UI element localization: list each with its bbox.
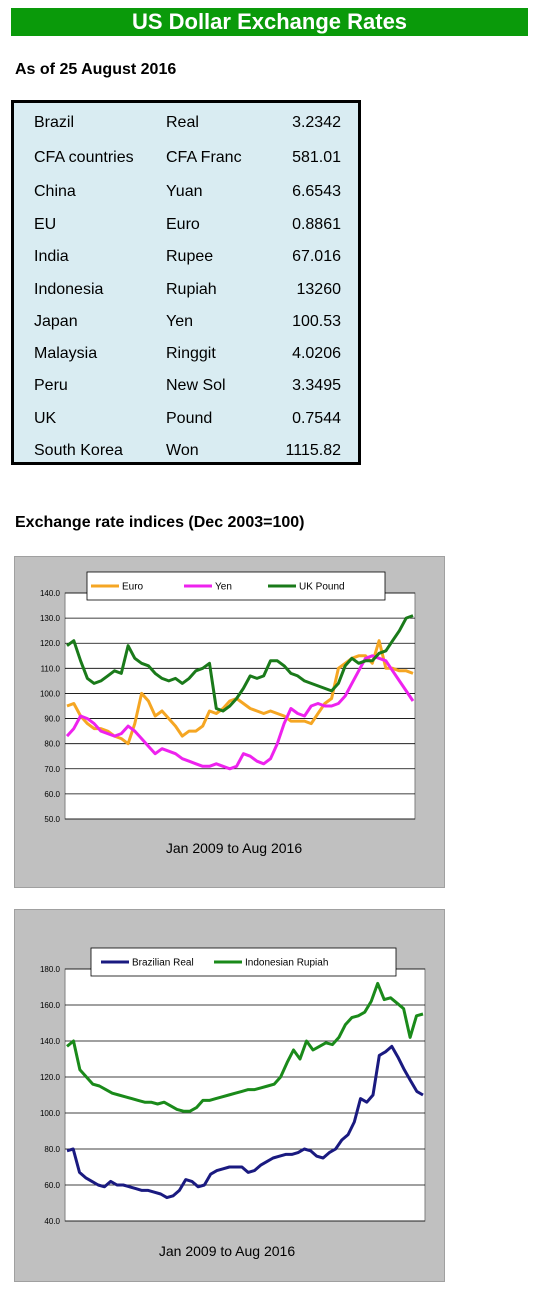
series-line-yen xyxy=(65,654,415,771)
legend-label: UK Pound xyxy=(299,582,345,593)
exchange-rates-table: Brazil Real 3.2342 CFA countries CFA Franc 58… xyxy=(11,100,361,465)
rate-value-cell: 4.0206 xyxy=(292,345,341,362)
country-cell: Brazil xyxy=(34,114,75,131)
chart-real-rupiah: 180.0 160.0 140.0 120.0 100.0 80.0 60.0 40.0 Bra… xyxy=(14,909,445,1282)
currency-cell: Euro xyxy=(166,216,200,233)
chart-euro-yen-pound: 140.0 130.0 120.0 110.0 100.0 90.0 80.0 70.0 60.… xyxy=(14,556,445,888)
y-tick-label: 100.0 xyxy=(40,1109,61,1118)
country-cell: Japan xyxy=(34,313,78,330)
currency-cell: Rupee xyxy=(166,248,214,265)
rate-row: South Korea Won 1115.82 xyxy=(14,439,358,463)
rate-value-cell: 581.01 xyxy=(292,149,341,166)
rate-row: UK Pound 0.7544 xyxy=(14,407,358,431)
rate-value-cell: 3.2342 xyxy=(292,114,341,131)
currency-cell: Won xyxy=(166,442,199,459)
country-cell: Indonesia xyxy=(34,281,104,298)
rate-value-cell: 13260 xyxy=(296,281,342,298)
y-tick-label: 130.0 xyxy=(40,614,61,623)
legend-label: Yen xyxy=(215,582,232,593)
legend-label: Euro xyxy=(122,582,144,593)
country-cell: CFA countries xyxy=(34,149,134,166)
y-tick-label: 120.0 xyxy=(40,639,61,648)
country-cell: Malaysia xyxy=(34,345,98,362)
rate-row: Japan Yen 100.53 xyxy=(14,310,358,334)
currency-cell: Rupiah xyxy=(166,281,217,298)
legend-box xyxy=(90,947,397,977)
legend-label: Indonesian Rupiah xyxy=(245,958,328,969)
y-tick-label: 180.0 xyxy=(40,965,61,974)
series-line-indonesian-rupiah xyxy=(66,981,424,1113)
y-tick-label: 140.0 xyxy=(40,589,61,598)
legend-box xyxy=(86,571,386,601)
page-title: US Dollar Exchange Rates xyxy=(131,9,408,34)
x-axis-label: Jan 2009 to Aug 2016 xyxy=(159,1243,295,1259)
rate-value-cell: 3.3495 xyxy=(292,377,341,394)
rate-value-cell: 67.016 xyxy=(292,248,341,265)
country-cell: India xyxy=(34,248,69,265)
legend-label: Brazilian Real xyxy=(132,958,194,969)
series-line-uk-pound xyxy=(66,614,414,713)
y-tick-label: 80.0 xyxy=(44,1145,60,1154)
y-tick-label: 140.0 xyxy=(40,1037,61,1046)
series-line-euro xyxy=(66,639,414,746)
y-tick-label: 60.0 xyxy=(44,1181,60,1190)
rate-row: Brazil Real 3.2342 xyxy=(14,111,358,135)
country-cell: South Korea xyxy=(34,442,123,459)
country-cell: Peru xyxy=(34,377,68,394)
rate-row: CFA countries CFA Franc 581.01 xyxy=(14,146,358,170)
y-tick-label: 70.0 xyxy=(44,765,60,774)
currency-cell: Ringgit xyxy=(166,345,216,362)
x-axis-label: Jan 2009 to Aug 2016 xyxy=(166,840,302,856)
y-tick-label: 60.0 xyxy=(44,790,60,799)
page-title-banner: US Dollar Exchange Rates xyxy=(11,8,528,36)
currency-cell: Yuan xyxy=(166,183,203,200)
y-tick-label: 50.0 xyxy=(44,815,60,824)
y-tick-label: 80.0 xyxy=(44,740,60,749)
rate-row: India Rupee 67.016 xyxy=(14,245,358,269)
currency-cell: CFA Franc xyxy=(166,149,242,166)
y-tick-label: 100.0 xyxy=(40,689,61,698)
y-tick-label: 90.0 xyxy=(44,715,60,724)
rate-row: Indonesia Rupiah 13260 xyxy=(14,278,358,302)
country-cell: China xyxy=(34,183,76,200)
rate-value-cell: 1115.82 xyxy=(285,442,341,459)
rate-row: China Yuan 6.6543 xyxy=(14,180,358,204)
chart-real-rupiah-svg: 180.0 160.0 140.0 120.0 100.0 80.0 60.0 40.0 Bra… xyxy=(40,947,426,1259)
rate-row: Malaysia Ringgit 4.0206 xyxy=(14,342,358,366)
as-of-date: As of 25 August 2016 xyxy=(15,61,177,78)
y-tick-label: 120.0 xyxy=(40,1073,61,1082)
country-cell: UK xyxy=(34,410,57,427)
rate-value-cell: 6.6543 xyxy=(292,183,341,200)
currency-cell: Pound xyxy=(166,410,213,427)
currency-cell: New Sol xyxy=(166,377,226,394)
currency-cell: Real xyxy=(166,114,199,131)
rate-value-cell: 0.7544 xyxy=(292,410,341,427)
currency-cell: Yen xyxy=(166,313,193,330)
rate-row: Peru New Sol 3.3495 xyxy=(14,374,358,398)
plot-area xyxy=(64,592,416,820)
y-tick-label: 40.0 xyxy=(44,1217,60,1226)
chart-euro-yen-pound-svg: 140.0 130.0 120.0 110.0 100.0 90.0 80.0 70.0 60.… xyxy=(40,571,416,856)
y-tick-label: 110.0 xyxy=(41,664,61,673)
series-line-brazilian-real xyxy=(66,1044,424,1200)
country-cell: EU xyxy=(34,216,57,233)
rate-value-cell: 100.53 xyxy=(292,313,341,330)
indices-title: Exchange rate indices (Dec 2003=100) xyxy=(15,514,305,531)
rate-value-cell: 0.8861 xyxy=(292,216,341,233)
rate-row: EU Euro 0.8861 xyxy=(14,213,358,237)
y-tick-label: 160.0 xyxy=(40,1001,61,1010)
